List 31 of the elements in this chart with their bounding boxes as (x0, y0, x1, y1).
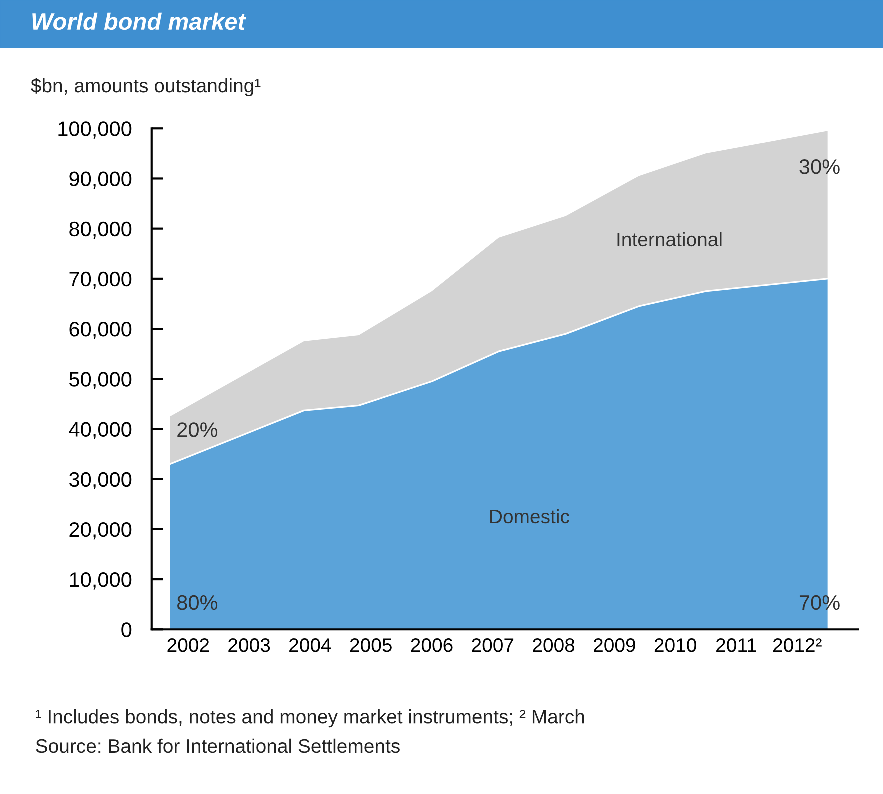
x-tick-label: 2006 (411, 638, 453, 652)
annotation: 30% (800, 160, 840, 174)
x-tick-label: 2007 (472, 638, 514, 652)
x-tick-label: 2009 (594, 638, 636, 652)
x-tick-label: 2003 (228, 638, 270, 652)
y-tick-label: 20,000 (70, 522, 132, 540)
y-tick-label: 0 (122, 622, 132, 638)
y-tick-label: 80,000 (70, 222, 132, 240)
y-tick-label: 10,000 (70, 572, 132, 590)
text: ¹ Includes bonds, notes and money market instruments; ² March (36, 710, 584, 728)
y-tick-label: 70,000 (70, 272, 132, 290)
x-tick-label: 2002 (168, 638, 210, 652)
annotation: 80% (178, 595, 218, 610)
x-tick-label: 2011 (716, 638, 756, 652)
series-label: International (618, 232, 722, 247)
x-tick-label: 2012² (773, 638, 822, 652)
x-tick-label: 2004 (290, 638, 332, 652)
y-tick-label: 30,000 (70, 472, 132, 490)
x-tick-label: 2010 (654, 638, 696, 652)
chart-subtitle: $bn, amounts outstanding¹ (31, 78, 261, 97)
x-tick-label: 2005 (350, 638, 392, 652)
chart-title: World bond market (32, 12, 246, 30)
series-label: Domestic (490, 509, 570, 524)
y-tick-label: 40,000 (69, 422, 132, 440)
annotation: 20% (178, 422, 218, 438)
y-tick-label: 100,000 (58, 122, 132, 139)
y-tick-label: 90,000 (70, 172, 132, 189)
source-note: Source: Bank for International Settlements (36, 738, 400, 754)
y-tick-label: 50,000 (70, 372, 132, 390)
x-tick-label: 2008 (533, 638, 575, 652)
y-tick-label: 60,000 (70, 322, 132, 340)
